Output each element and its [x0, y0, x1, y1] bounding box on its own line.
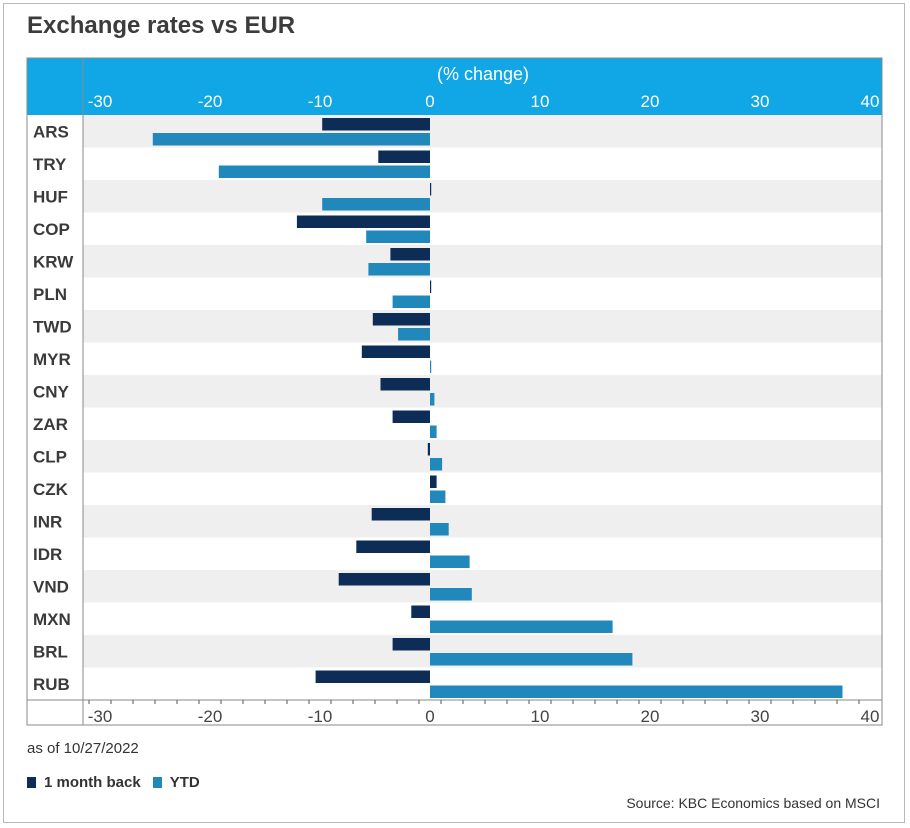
- bar-1-month-back: [372, 313, 430, 326]
- plot-frame: [26, 57, 883, 726]
- as-of-date: as of 10/27/2022: [27, 740, 139, 757]
- x-tick-label-top: 10: [531, 92, 550, 111]
- legend-label-ytd: YTD: [169, 774, 200, 791]
- category-rows: ARS TRY HUF COP KRW PLN TWD MYR CNY ZAR CLP CZK INR I…: [33, 115, 882, 694]
- bar-1-month-back: [430, 475, 437, 488]
- x-tick-label-bottom: 10: [531, 707, 550, 726]
- row-shade: [83, 245, 882, 278]
- bar-ytd: [430, 490, 446, 503]
- bars: [152, 118, 843, 698]
- x-tick-label-top: 40: [861, 92, 880, 111]
- bar-ytd: [322, 198, 430, 211]
- category-label: CLP: [33, 447, 67, 466]
- bar-1-month-back: [338, 573, 430, 586]
- bar-ytd: [430, 393, 435, 406]
- top-tick-labels: -30 -20 -10 0 10 20 30 40: [88, 92, 880, 111]
- bar-1-month-back: [411, 605, 430, 618]
- category-label: MXN: [33, 610, 71, 629]
- category-label: PLN: [33, 285, 67, 304]
- row-shade: [83, 505, 882, 538]
- category-label: VND: [33, 577, 69, 596]
- axis-header-band: [27, 58, 882, 115]
- bar-1-month-back: [356, 540, 430, 553]
- bar-ytd: [368, 263, 430, 276]
- bar-1-month-back: [380, 378, 430, 391]
- row-shade: [83, 570, 882, 603]
- bar-ytd: [430, 360, 432, 373]
- x-tick-label-top: 20: [641, 92, 660, 111]
- x-tick-label-top: -20: [198, 92, 223, 111]
- plot-border: [26, 57, 883, 726]
- row-shade: [83, 180, 882, 213]
- chart-title: Exchange rates vs EUR: [27, 12, 296, 39]
- legend: 1 month back YTD: [27, 774, 212, 791]
- source-note: Source: KBC Economics based on MSCI: [626, 795, 880, 811]
- category-label: HUF: [33, 187, 68, 206]
- bottom-tick-labels: -30 -20 -10 0 10 20 30 40: [88, 707, 880, 726]
- x-tick-label-bottom: -30: [88, 707, 113, 726]
- legend-label-1-month-back: 1 month back: [44, 774, 141, 791]
- bar-1-month-back: [322, 118, 430, 131]
- bar-1-month-back: [392, 638, 430, 651]
- x-tick-label-top: -30: [88, 92, 113, 111]
- x-tick-label-bottom: -20: [198, 707, 223, 726]
- category-label: BRL: [33, 642, 68, 661]
- bar-ytd: [218, 165, 430, 178]
- x-tick-label-bottom: -10: [308, 707, 333, 726]
- bar-ytd: [152, 133, 431, 146]
- bar-ytd: [430, 555, 470, 568]
- row-shade: [83, 440, 882, 473]
- legend-item-ytd: YTD: [152, 774, 200, 791]
- bar-1-month-back: [296, 215, 430, 228]
- category-label: CNY: [33, 382, 70, 401]
- x-tick-label-bottom: 40: [861, 707, 880, 726]
- bar-ytd: [430, 653, 633, 666]
- bar-1-month-back: [378, 150, 430, 163]
- bar-1-month-back: [315, 670, 430, 683]
- legend-item-1-month-back: 1 month back: [27, 774, 141, 791]
- bar-ytd: [430, 523, 449, 536]
- row-shade: [83, 375, 882, 408]
- bar-1-month-back: [361, 345, 430, 358]
- bar-ytd: [430, 425, 437, 438]
- category-label: MYR: [33, 350, 71, 369]
- category-label: TWD: [33, 317, 72, 336]
- category-label: CZK: [33, 480, 69, 499]
- bar-ytd: [392, 295, 430, 308]
- bar-ytd: [398, 328, 430, 341]
- x-tick-label-top: 30: [751, 92, 770, 111]
- chart-plot: (% change) -30 -20 -10 0 10 20 30 40 ARS TRY HUF C…: [26, 57, 883, 726]
- category-label: IDR: [33, 545, 62, 564]
- legend-swatch-1-month-back: [27, 777, 36, 788]
- x-tick-label-top: 0: [425, 92, 434, 111]
- bar-1-month-back: [430, 280, 432, 293]
- bar-ytd: [430, 620, 613, 633]
- x-tick-label-bottom: 20: [641, 707, 660, 726]
- x-tick-label-bottom: 0: [425, 707, 434, 726]
- category-label: INR: [33, 512, 62, 531]
- bar-ytd: [366, 230, 430, 243]
- category-label: TRY: [33, 155, 67, 174]
- bar-1-month-back: [427, 443, 430, 456]
- category-label: ZAR: [33, 415, 68, 434]
- row-shade: [83, 310, 882, 343]
- bar-ytd: [430, 588, 472, 601]
- x-tick-label-top: -10: [308, 92, 333, 111]
- category-label: COP: [33, 220, 70, 239]
- bar-1-month-back: [392, 410, 430, 423]
- bar-1-month-back: [430, 183, 432, 196]
- category-label: KRW: [33, 252, 74, 271]
- bar-1-month-back: [371, 508, 430, 521]
- x-axis-label: (% change): [437, 64, 529, 84]
- bar-1-month-back: [390, 248, 430, 261]
- x-tick-label-bottom: 30: [751, 707, 770, 726]
- bar-ytd: [430, 685, 843, 698]
- category-label: RUB: [33, 675, 70, 694]
- legend-swatch-ytd: [152, 777, 162, 788]
- bar-ytd: [430, 458, 443, 471]
- category-label: ARS: [33, 122, 69, 141]
